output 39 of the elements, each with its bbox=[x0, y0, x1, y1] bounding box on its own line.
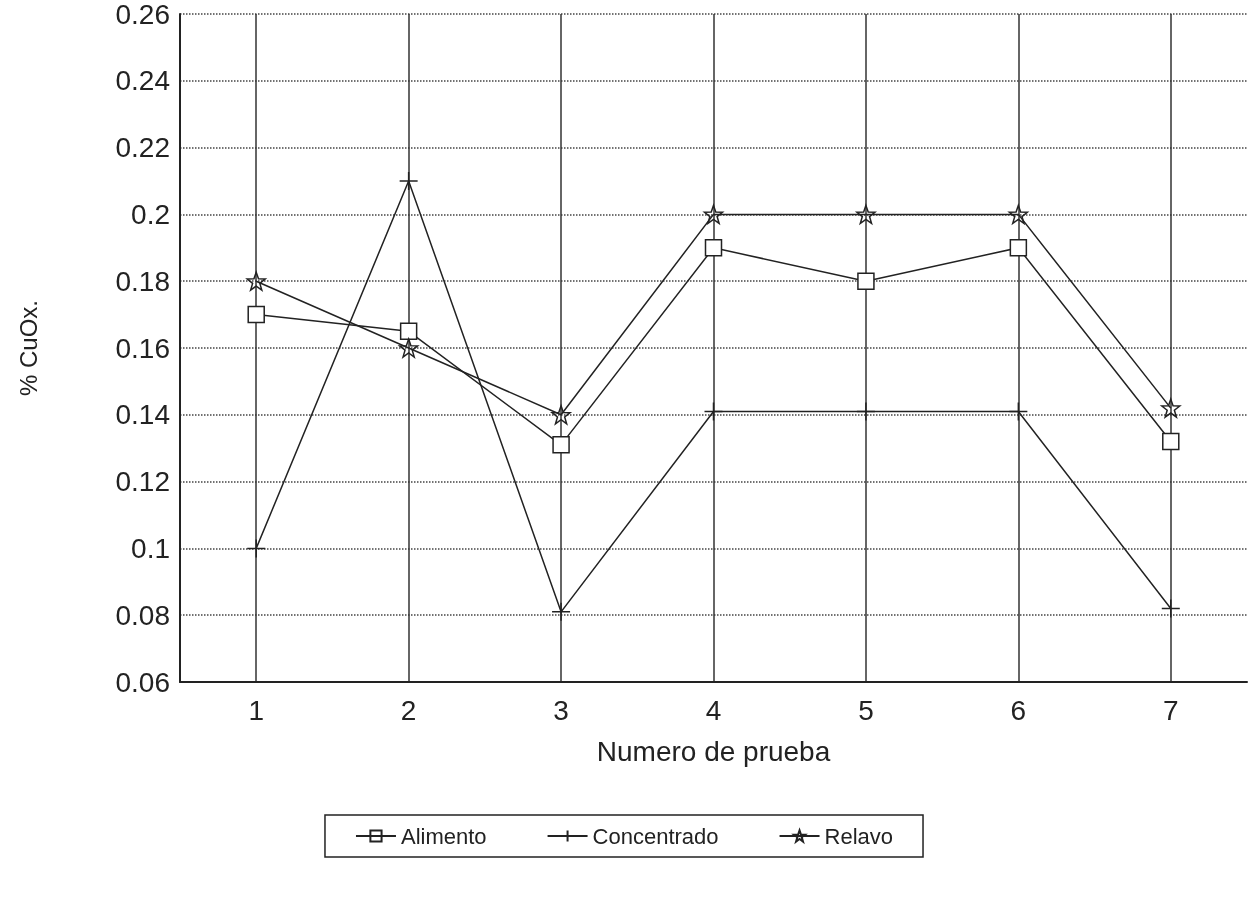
point bbox=[1008, 204, 1029, 225]
y-tick-label: 0.06 bbox=[115, 666, 170, 698]
x-tick-label: 6 bbox=[1010, 694, 1027, 726]
legend-label: Relavo bbox=[824, 823, 894, 849]
legend-label: Alimento bbox=[400, 823, 487, 849]
y-tick-label: 0.12 bbox=[115, 466, 170, 498]
x-tick-label: 1 bbox=[248, 694, 264, 726]
point bbox=[1008, 401, 1029, 422]
point bbox=[552, 436, 570, 454]
y-tick-label: 0.18 bbox=[115, 265, 170, 297]
x-tick-label: 4 bbox=[705, 694, 722, 726]
y-tick-label: 0.14 bbox=[115, 399, 170, 431]
y-axis-title: % CuOx. bbox=[14, 299, 42, 397]
point bbox=[246, 271, 266, 291]
point bbox=[703, 401, 724, 422]
y-tick-label: 0.26 bbox=[115, 0, 170, 30]
point bbox=[1161, 398, 1181, 418]
point bbox=[398, 338, 419, 358]
y-tick-label: 0.16 bbox=[115, 332, 170, 364]
x-tick-label: 7 bbox=[1163, 694, 1179, 726]
point bbox=[703, 204, 724, 225]
y-tick-label: 0.22 bbox=[115, 132, 170, 164]
point bbox=[551, 405, 571, 425]
legend-label: Concentrado bbox=[592, 823, 719, 849]
point bbox=[1162, 432, 1180, 451]
x-tick-label: 2 bbox=[400, 694, 417, 726]
x-tick-label: 5 bbox=[858, 694, 874, 726]
point bbox=[1009, 239, 1028, 257]
y-tick-label: 0.1 bbox=[131, 532, 170, 564]
point bbox=[856, 204, 876, 225]
y-tick-label: 0.08 bbox=[115, 599, 170, 631]
x-tick-label: 3 bbox=[553, 694, 569, 726]
x-axis-title: Numero de prueba bbox=[596, 735, 831, 767]
point bbox=[399, 322, 418, 341]
point bbox=[704, 239, 723, 257]
y-tick-label: 0.24 bbox=[115, 65, 170, 97]
point bbox=[857, 272, 875, 290]
y-tick-label: 0.2 bbox=[131, 198, 170, 230]
point bbox=[247, 305, 265, 324]
